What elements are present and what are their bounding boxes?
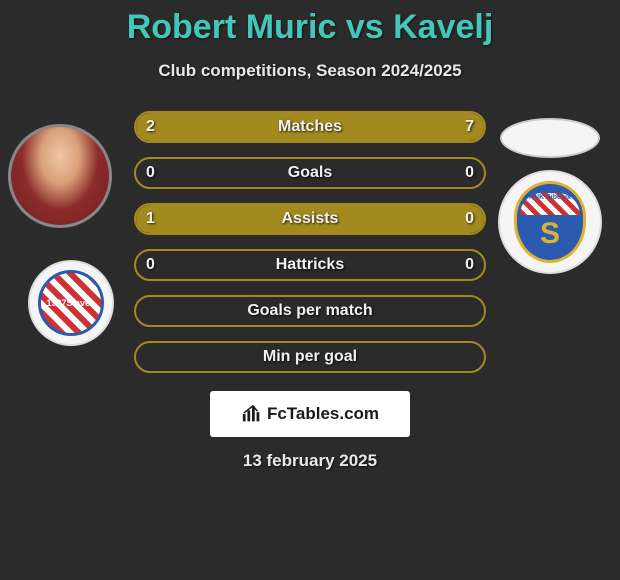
stat-row: 1 Assists 0 <box>134 203 486 235</box>
stat-label: Matches <box>278 118 342 136</box>
stat-row: 2 Matches 7 <box>134 111 486 143</box>
stat-row: Goals per match <box>134 295 486 327</box>
subtitle: Club competitions, Season 2024/2025 <box>0 61 620 81</box>
stat-label: Assists <box>282 210 339 228</box>
chart-icon <box>241 403 263 425</box>
stat-label: Min per goal <box>263 348 357 366</box>
stat-row: 0 Goals 0 <box>134 157 486 189</box>
right-club-name: HNK Šibenik <box>520 193 580 215</box>
stat-label: Goals per match <box>247 302 372 320</box>
stat-row: Min per goal <box>134 341 486 373</box>
stat-label: Goals <box>288 164 332 182</box>
left-club-year: 1907 <box>46 298 66 308</box>
left-club-name: Slaven <box>67 298 96 308</box>
stat-label: Hattricks <box>276 256 344 274</box>
date-label: 13 february 2025 <box>0 451 620 471</box>
stat-right-value: 0 <box>465 164 474 182</box>
banner-text: FcTables.com <box>267 404 379 424</box>
stat-right-value: 0 <box>465 210 474 228</box>
stat-left-value: 0 <box>146 256 155 274</box>
stat-left-value: 0 <box>146 164 155 182</box>
stat-row: 0 Hattricks 0 <box>134 249 486 281</box>
right-club-letter: S <box>540 217 560 251</box>
left-club-badge: 1907 Slaven <box>28 260 114 346</box>
stat-right-value: 7 <box>465 118 474 136</box>
right-player-avatar <box>500 118 600 158</box>
right-club-badge-inner: HNK Šibenik S <box>514 181 586 263</box>
stat-left-value: 1 <box>146 210 155 228</box>
stats-container: 2 Matches 7 0 Goals 0 1 Assists 0 0 Hattricks 0 Goal… <box>134 111 486 373</box>
stat-left-value: 2 <box>146 118 155 136</box>
source-banner[interactable]: FcTables.com <box>210 391 410 437</box>
stat-bar-right <box>213 113 484 141</box>
left-player-avatar <box>8 124 112 228</box>
left-club-badge-inner: 1907 Slaven <box>38 270 104 336</box>
right-club-badge: HNK Šibenik S <box>498 170 602 274</box>
stat-right-value: 0 <box>465 256 474 274</box>
page-title: Robert Muric vs Kavelj <box>0 0 620 47</box>
